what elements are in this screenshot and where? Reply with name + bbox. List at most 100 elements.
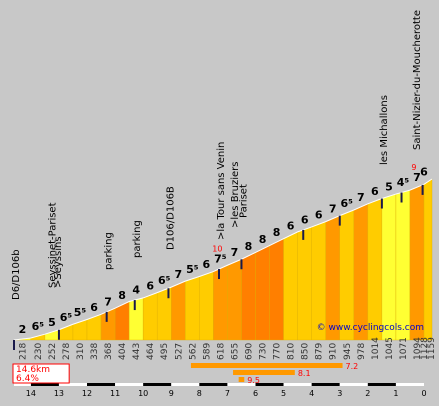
km-scale-segment [367,383,396,386]
grade-label: 7 [104,295,112,308]
elevation-label: 1071 [399,337,409,360]
km-tick-label: 13 [54,389,64,398]
grade-label: 7 [231,246,239,259]
elevation-label: 464 [146,343,156,360]
place-label: >la Tour sans Venin [216,142,227,240]
profile-segment [409,184,425,341]
grade-label: 6 [420,166,428,179]
grade-label: 7 [174,268,182,281]
km-tick-label: 2 [365,389,370,398]
max-grade-label: 10 [212,245,222,254]
km-tick-label: 10 [138,389,148,398]
grade-label: 6 [203,258,211,271]
summary-length: 14.6km [16,365,50,375]
grade-label: 8 [245,240,253,253]
place-label: D106/D106B [165,186,176,250]
elevation-label: 770 [273,343,283,360]
summary-box [12,363,70,384]
summary-grade: 6.4% [16,374,39,384]
grade-label: 8 [259,233,267,246]
km-tick-label: 5 [281,389,286,398]
grade-label: 6 [90,301,98,314]
grade-label: 5 [385,180,393,193]
steep-section-bar [233,370,295,375]
place-label: D6/D106b [11,249,22,300]
place-label: Saint-Nizier-du-Moucherotte [412,10,423,150]
grade-label: 6 [146,279,154,292]
profile-segment [227,258,242,341]
km-scale-segment [58,383,88,386]
profile-segment [325,215,340,341]
elevation-label: 218 [18,343,28,360]
km-scale-segment [115,383,144,386]
elevation-label: 527 [174,343,184,360]
profile-outline [13,178,433,341]
profile-segment [128,297,144,341]
place-labels: D6/D106b Seyssinet-Pariset>Seyssins parkin… [11,10,423,300]
grade-label: 5⁵ [186,263,199,276]
grade-label: 5 [48,316,56,329]
km-tick-label: 14 [26,389,36,398]
km-scale-segment [395,383,424,386]
steep-section-bar [190,363,343,368]
grade-label: 6⁵ [32,320,45,333]
steep-section-label: 9.5 [247,376,260,385]
km-tick-label: 6 [253,389,258,398]
elevation-label: 278 [62,343,72,360]
profile-segment [283,231,298,341]
elevation-label: 618 [216,343,226,360]
elevation-label: 495 [160,343,170,360]
km-tick-label: 3 [337,389,342,398]
grade-label: 4 [132,284,140,297]
km-tick-label: 7 [225,389,230,398]
km-scale-segment [30,383,59,386]
place-label: Pariset [238,184,249,218]
elevation-label: 368 [104,343,114,360]
km-scale-segment [199,383,228,386]
place-label: parking [104,232,115,270]
grade-label: 7 [329,203,337,216]
elevation-label: 850 [301,343,311,360]
elevation-label: 1128 [420,337,430,360]
grade-label: 6⁵ [60,311,73,324]
elevation-label: 252 [48,343,58,360]
km-tick-label: 4 [309,389,314,398]
profile-segment [241,252,256,341]
km-scale-segment [14,383,31,386]
km-scale-segment [227,383,256,386]
km-tick-label: 8 [197,389,202,398]
elevation-label: 1094 [413,337,423,360]
grade-label: 7 [413,171,421,184]
km-scale-segment [171,383,200,386]
profile-segment [199,271,214,341]
grade-label: 8 [273,226,281,239]
grade-label: 8 [118,289,126,302]
profile-segment [423,178,433,341]
elevation-label: 978 [357,343,367,360]
grade-label: 6 [301,213,309,226]
profile-segment [269,238,284,341]
place-label: >les Bruziers [230,161,241,228]
place-label: parking [132,220,143,258]
grade-label: 6⁵ [341,197,354,210]
profile-bands [13,178,433,341]
grade-label: 7⁵ [214,252,227,265]
steep-section-bar [238,377,245,382]
steep-section-label: 8.1 [298,369,311,378]
grade-label: 5⁵ [74,306,87,319]
km-scale-segment [255,383,284,386]
km-tick-label: 1 [393,389,398,398]
profile-segment [142,292,158,341]
elevation-label: 910 [329,343,339,360]
km-tick-label: 0 [421,389,426,398]
elevation-label: 945 [343,343,353,360]
grade-label: 4⁵ [397,176,410,189]
elevation-label: 230 [34,343,44,360]
profile-segment [213,264,228,341]
elevation-label: 338 [90,343,100,360]
profile-segment [255,245,270,341]
profile-segment [381,193,397,341]
grade-label: 6 [287,219,295,232]
km-scale-segment [87,383,116,386]
